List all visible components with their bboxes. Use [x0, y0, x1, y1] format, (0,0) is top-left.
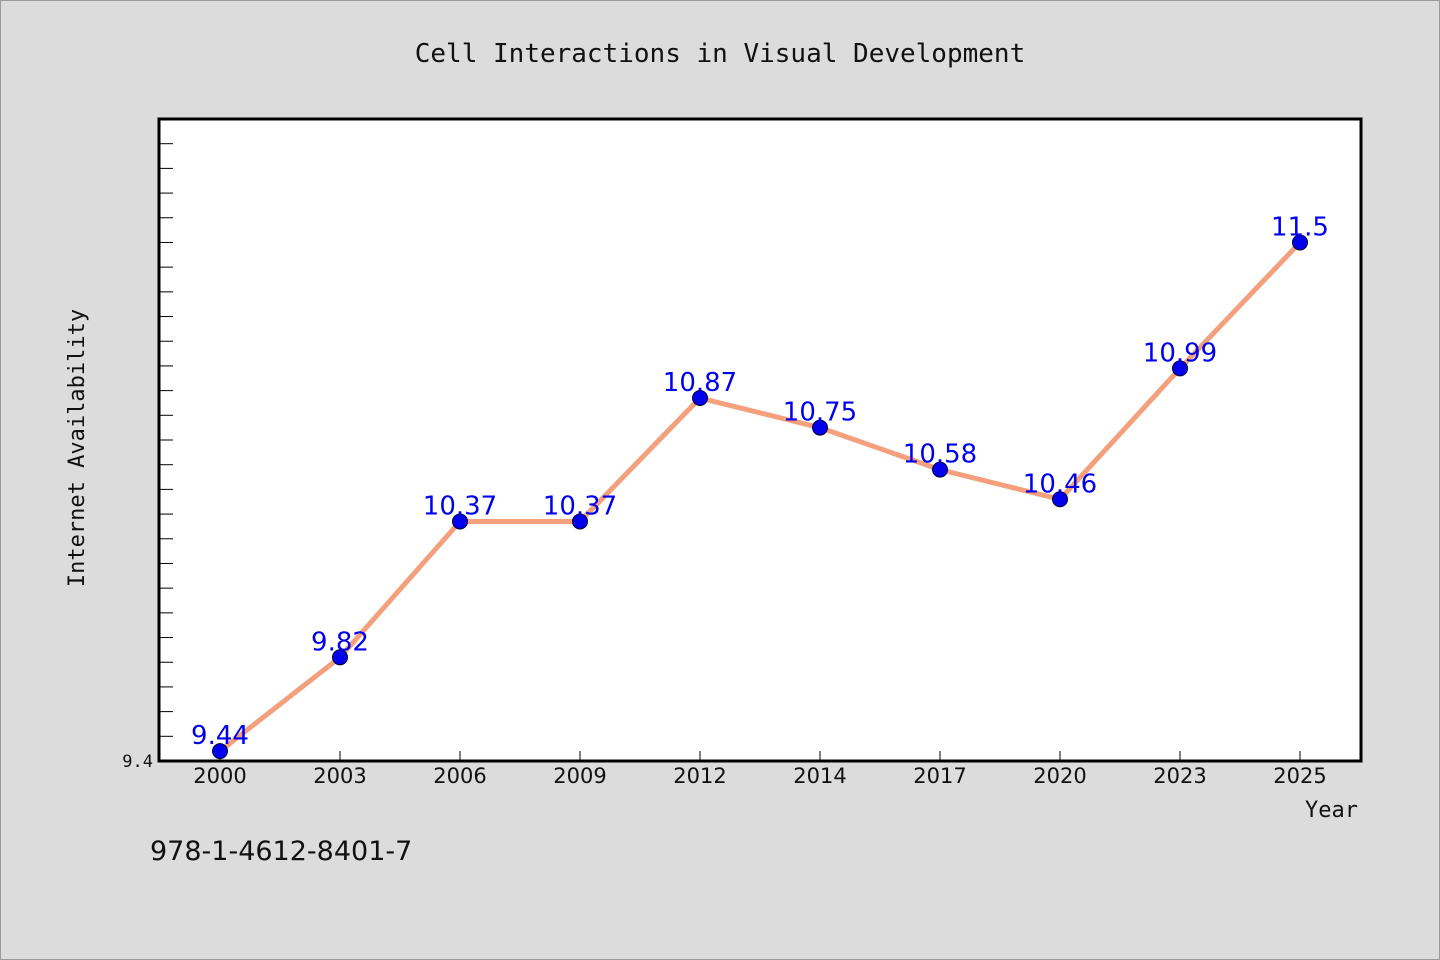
- chart-title: Cell Interactions in Visual Development: [415, 39, 1025, 69]
- x-tick-label: 2020: [1033, 764, 1086, 788]
- x-tick-label: 2014: [793, 764, 846, 788]
- data-label: 11.5: [1271, 212, 1329, 242]
- y-tick-label: 9.4: [122, 752, 153, 772]
- x-tick-label: 2012: [673, 764, 726, 788]
- data-point: [212, 743, 228, 760]
- x-tick-label: 2017: [913, 764, 966, 788]
- x-tick-label: 2003: [313, 764, 366, 788]
- data-label: 10.46: [1023, 469, 1097, 499]
- y-axis: 9.4: [122, 143, 173, 772]
- isbn-footnote: 978-1-4612-8401-7: [150, 836, 413, 867]
- data-label: 10.37: [543, 491, 617, 521]
- data-label: 10.37: [423, 491, 497, 521]
- x-tick-label: 2023: [1153, 764, 1206, 788]
- data-point: [572, 513, 588, 530]
- data-point: [692, 390, 708, 407]
- data-point: [1172, 360, 1188, 377]
- data-point: [1292, 234, 1308, 251]
- x-axis-title: Year: [1305, 798, 1358, 823]
- data-point: [452, 513, 468, 530]
- data-label: 10.58: [903, 440, 977, 470]
- data-point: [1052, 491, 1068, 508]
- x-tick-label: 2000: [193, 764, 246, 788]
- data-label: 10.87: [663, 368, 737, 398]
- x-axis: 2000 2003 2006 2009 2012 2014 2017 2020 2023 2025: [193, 751, 1327, 788]
- data-label: 10.75: [783, 398, 857, 428]
- data-point: [332, 649, 348, 666]
- data-label: 9.82: [311, 627, 369, 657]
- y-axis-title: Internet Availability: [65, 309, 90, 587]
- data-label: 10.99: [1143, 338, 1217, 368]
- series-layer: 9.44 9.82 10.37 10.37 10.87 10.75 10.58 10.46 10…: [191, 212, 1329, 760]
- plot-area: [157, 117, 1363, 763]
- data-point: [932, 461, 948, 478]
- x-tick-label: 2025: [1273, 764, 1326, 788]
- data-label: 9.44: [191, 721, 249, 751]
- x-tick-label: 2009: [553, 764, 606, 788]
- series-line: [217, 239, 1303, 754]
- x-tick-label: 2006: [433, 764, 486, 788]
- data-point: [812, 419, 828, 436]
